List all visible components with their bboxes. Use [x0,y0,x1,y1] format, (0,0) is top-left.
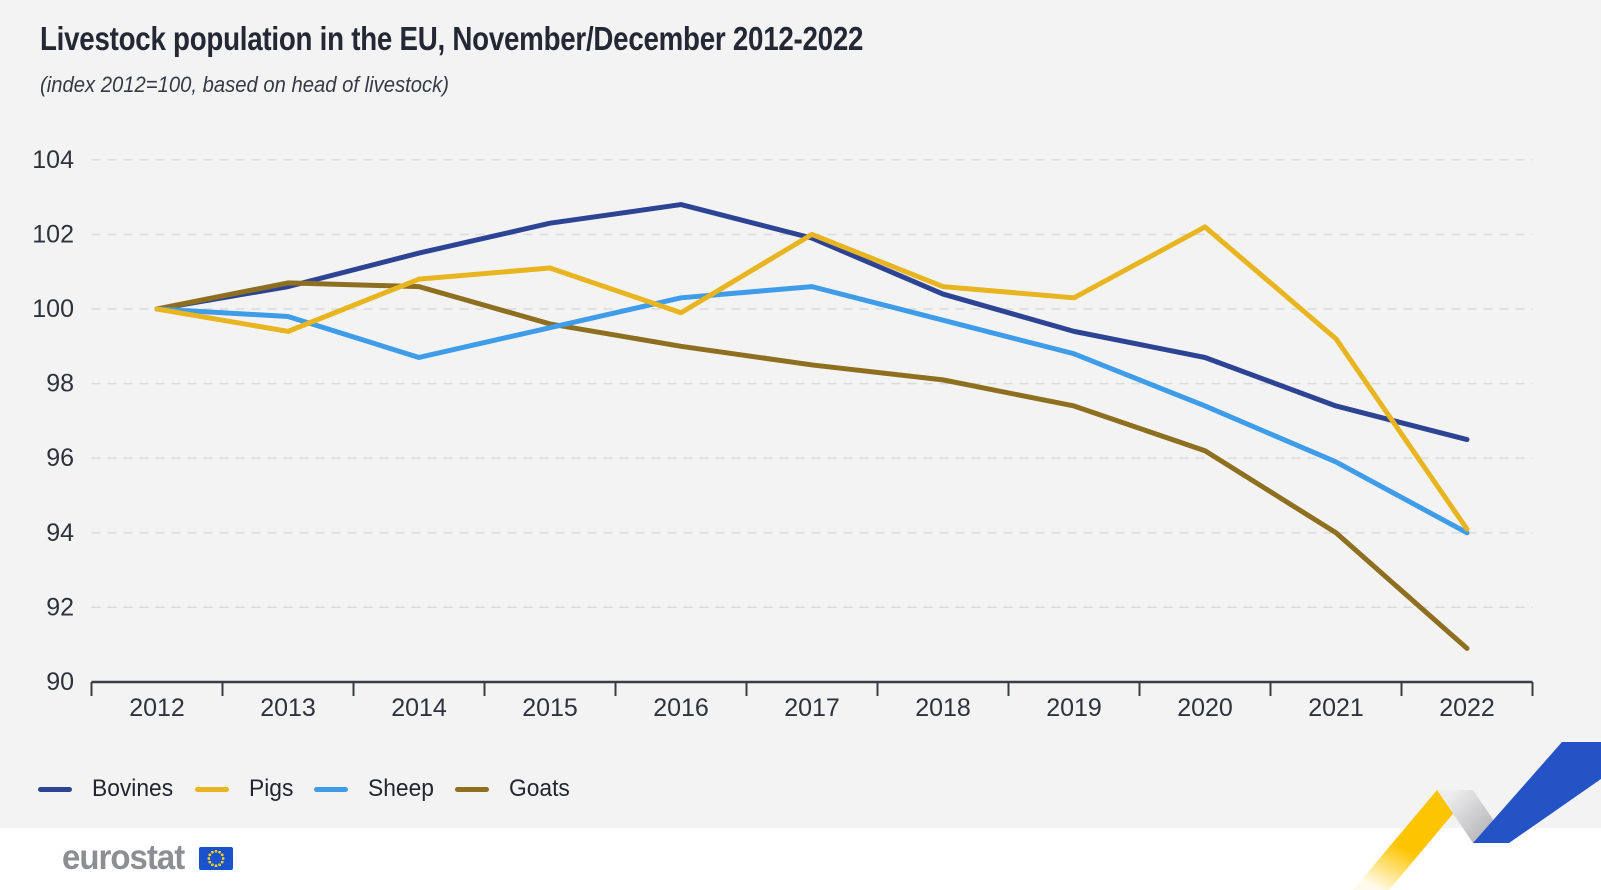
y-axis-label: 90 [46,668,74,696]
series-line-sheep [154,284,1470,536]
y-axis-label: 104 [32,146,74,174]
x-axis-label: 2015 [522,694,578,722]
eu-flag-star [214,863,218,867]
series-line-goats [154,280,1470,651]
trend-ribbon-decoration [1353,742,1601,890]
y-axis-label: 94 [46,519,74,547]
x-axis-label: 2014 [391,694,447,722]
legend-swatch-bovines [38,786,72,792]
eu-flag-star [220,860,224,863]
chart-subtitle: (index 2012=100, based on head of livest… [40,71,450,97]
legend-item-sheep: Sheep [314,772,437,806]
eu-flag-star [214,849,218,853]
legend-item-bovines: Bovines [38,772,177,806]
legend-label-bovines: Bovines [92,775,174,802]
legend-swatch-pigs [195,786,230,792]
eurostat-logo: eurostat [62,838,234,878]
series-line-pigs [154,224,1470,532]
legend: Bovines Pigs Sheep Goats [38,772,574,806]
legend-swatch-sheep [314,786,349,792]
x-axis-label: 2018 [915,694,971,722]
series-line-bovines [154,202,1470,443]
legend-item-pigs: Pigs [195,772,296,806]
x-axis-label: 2021 [1308,694,1364,722]
x-axis-label: 2012 [129,694,185,722]
legend-swatch-goats [455,786,490,792]
x-axis-label: 2016 [653,694,709,722]
eu-flag-star [218,850,222,854]
y-axis-label: 92 [46,593,74,621]
legend-label-goats: Goats [509,775,571,802]
legend-item-goats: Goats [455,772,573,806]
eu-flag-star [211,850,214,854]
x-axis-label: 2022 [1439,694,1495,722]
y-axis-label: 100 [32,295,74,323]
eu-flag-icon [199,846,234,870]
ribbon-blue-band [1473,742,1601,843]
eu-flag-star [211,862,214,866]
chart-title: Livestock population in the EU, November… [40,20,864,57]
y-axis-label: 96 [46,444,74,472]
eu-flag-star [208,860,212,863]
legend-label-pigs: Pigs [249,775,294,802]
eu-flag-star [221,856,225,860]
x-axis-label: 2019 [1046,694,1102,722]
y-axis-label: 98 [46,370,74,398]
footer-strip [0,828,1601,890]
eu-flag-star [218,862,222,866]
chart-header: Livestock population in the EU, November… [40,20,1020,98]
x-axis-label: 2020 [1177,694,1233,722]
eu-flag-star [208,853,212,856]
y-axis-label: 102 [32,220,74,248]
x-axis-label: 2017 [784,694,840,722]
eu-flag-star [220,853,224,856]
ribbon-yellow-band [1353,790,1473,890]
legend-label-sheep: Sheep [368,775,435,802]
eu-flag-star [207,856,211,860]
x-axis-label: 2013 [260,694,316,722]
eurostat-logo-text: eurostat [62,838,185,877]
